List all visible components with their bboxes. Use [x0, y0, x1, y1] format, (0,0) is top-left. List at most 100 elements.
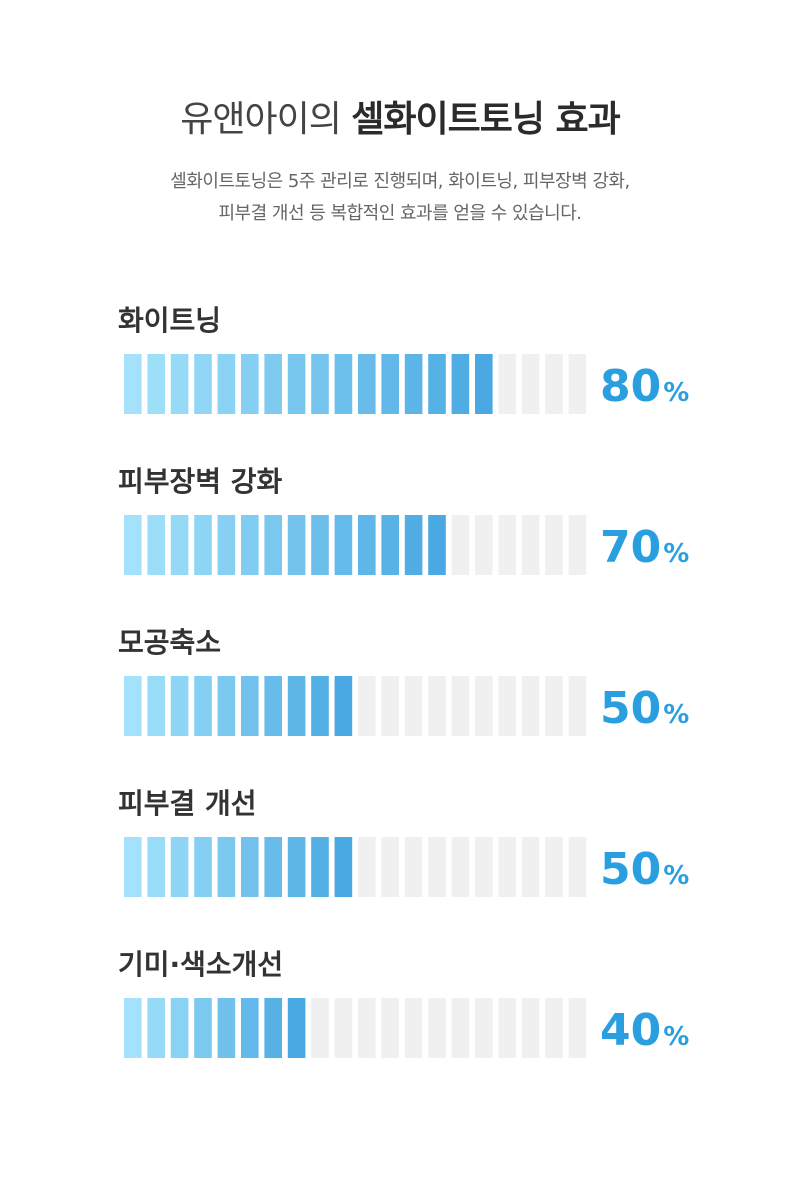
bar-segment-filled	[381, 515, 399, 575]
bar-segment-filled	[334, 837, 353, 897]
bar-segment-empty	[568, 998, 587, 1058]
bar-segment-empty	[568, 515, 587, 575]
bar-segment-filled	[334, 354, 353, 414]
effect-row: 피부결 개선 50%	[118, 787, 689, 897]
bar-segment-empty	[358, 998, 376, 1058]
bar-segment-filled	[170, 837, 189, 897]
bar-segment-filled	[287, 837, 306, 897]
bar-segment-filled	[241, 998, 259, 1058]
percent-value: 50	[600, 844, 661, 895]
bar-segment-filled	[428, 515, 446, 575]
bar-segment-empty	[311, 998, 329, 1058]
bar-segment-empty	[428, 998, 446, 1058]
bar-segment-empty	[568, 354, 587, 414]
page-description: 셀화이트토닝은 5주 관리로 진행되며, 화이트닝, 피부장벽 강화, 피부결 …	[0, 166, 800, 230]
percent-value: 50	[600, 683, 661, 734]
bar-segment-empty	[404, 837, 423, 897]
bar-segment-filled	[264, 676, 282, 736]
bar-segment-empty	[381, 676, 399, 736]
page-title: 유앤아이의 셀화이트토닝 효과	[0, 92, 800, 148]
bar-segment-filled	[311, 354, 329, 414]
bar-segment-filled	[404, 354, 423, 414]
bar-segment-empty	[545, 354, 563, 414]
bar-segment-empty	[404, 676, 423, 736]
bar-segment-filled	[217, 354, 236, 414]
title-bold-part: 셀화이트토닝 효과	[351, 99, 620, 140]
bar-segment-filled	[147, 676, 165, 736]
bar-segment-filled	[194, 998, 212, 1058]
bar-segment-empty	[334, 998, 353, 1058]
bar-segment-empty	[381, 998, 399, 1058]
bar-segment-empty	[568, 676, 587, 736]
bar-segment-empty	[475, 676, 493, 736]
percent-value: 70	[600, 522, 661, 573]
bar-segment-filled	[147, 998, 165, 1058]
bar-segment-filled	[358, 515, 376, 575]
bar-segment-filled	[334, 515, 353, 575]
bar-segment-filled	[264, 837, 282, 897]
bar-segment-empty	[568, 837, 587, 897]
percent-label: 50%	[600, 683, 689, 734]
bar-segment-empty	[545, 515, 563, 575]
bar-segment-empty	[358, 837, 376, 897]
percent-label: 50%	[600, 844, 689, 895]
bar-segment-filled	[241, 676, 259, 736]
bar-segment-empty	[498, 515, 516, 575]
bar-segment-empty	[451, 676, 470, 736]
row-label: 모공축소	[118, 626, 221, 659]
bar-segment-filled	[334, 676, 353, 736]
bar-segment-empty	[475, 515, 493, 575]
bar-segment-filled	[358, 354, 376, 414]
bar-segment-filled	[404, 515, 423, 575]
bar-segment-filled	[194, 354, 212, 414]
bar-segment-empty	[521, 515, 540, 575]
bar-segment-filled	[264, 354, 282, 414]
bar-segment-empty	[498, 676, 516, 736]
bar-segment-filled	[170, 998, 189, 1058]
bar-segment-filled	[451, 354, 470, 414]
bar-segment-filled	[170, 354, 189, 414]
bar-segment-filled	[217, 676, 236, 736]
bar-segment-filled	[124, 515, 142, 575]
bar-segment-filled	[264, 998, 282, 1058]
bar-segment-empty	[451, 998, 470, 1058]
bar-segment-empty	[498, 354, 516, 414]
row-label: 기미·색소개선	[118, 948, 283, 981]
percent-value: 80	[600, 361, 661, 412]
bar-segment-filled	[147, 515, 165, 575]
bar-segment-filled	[217, 837, 236, 897]
bar-segment-filled	[241, 515, 259, 575]
bar-segment-empty	[545, 837, 563, 897]
percent-sign: %	[663, 378, 689, 408]
bar-segment-filled	[311, 676, 329, 736]
bar-segment-filled	[217, 998, 236, 1058]
bar-segment-filled	[194, 676, 212, 736]
bar-segment-empty	[498, 998, 516, 1058]
effect-row: 기미·색소개선 40%	[118, 948, 689, 1058]
bar-segment-filled	[194, 837, 212, 897]
bar-segment-empty	[428, 837, 446, 897]
bar-segment-empty	[545, 676, 563, 736]
bar-segment-filled	[241, 837, 259, 897]
bar-segment-filled	[287, 676, 306, 736]
bar-segment-filled	[311, 837, 329, 897]
bar-segment-empty	[521, 998, 540, 1058]
percent-sign: %	[663, 700, 689, 730]
description-line-2: 피부결 개선 등 복합적인 효과를 얻을 수 있습니다.	[218, 203, 582, 224]
bar-segment-empty	[404, 998, 423, 1058]
row-label: 피부결 개선	[118, 787, 257, 820]
bar-segment-filled	[475, 354, 493, 414]
percent-sign: %	[663, 539, 689, 569]
bar-segment-filled	[194, 515, 212, 575]
bar-segment-empty	[451, 837, 470, 897]
percent-sign: %	[663, 1022, 689, 1052]
bar-segment-filled	[287, 354, 306, 414]
bar-segment-filled	[217, 515, 236, 575]
bar-segment-filled	[124, 837, 142, 897]
description-line-1: 셀화이트토닝은 5주 관리로 진행되며, 화이트닝, 피부장벽 강화,	[170, 171, 630, 192]
percent-label: 80%	[600, 361, 689, 412]
effect-row: 화이트닝 80%	[118, 304, 689, 414]
bar-segment-filled	[381, 354, 399, 414]
bar-segment-empty	[381, 837, 399, 897]
